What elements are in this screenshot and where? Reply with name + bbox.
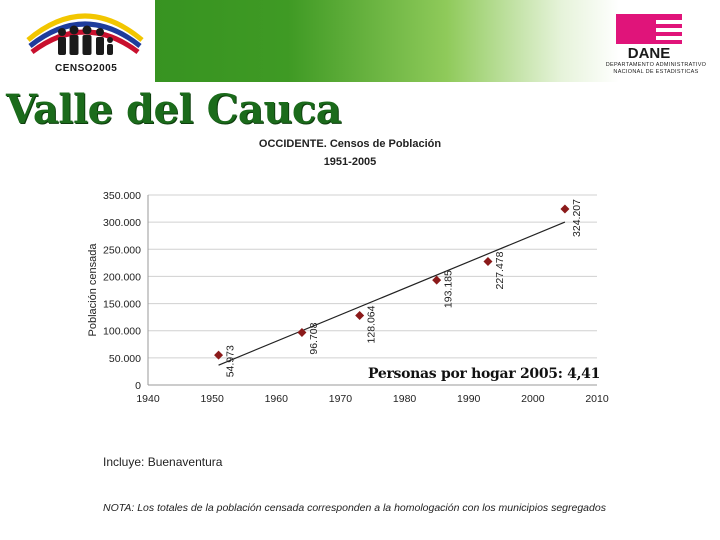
population-chart: 0 50.000 100.000 150.000 200.000 250.000 300.0… [87,190,609,405]
x-tick-label: 1940 [136,393,160,405]
data-point-marker [355,310,365,320]
y-axis-label: Población censada [87,243,99,337]
y-tick-label: 350.000 [103,190,141,202]
dane-logo-text: DANE [628,45,671,60]
region-title: Valle del Cauca [6,86,342,133]
trendline [218,221,566,366]
data-point-label: 193.185 [443,270,455,308]
dane-caption: DEPARTAMENTO ADMINISTRATIVO NACIONAL DE … [600,62,712,76]
x-tick-label: 1970 [329,393,353,405]
chart-title-line1: OCCIDENTE. Censos de Población [258,138,442,150]
x-tick-label: 1950 [200,393,224,405]
chart-points: 54.973 96.708 128.064 193.185 227.478 324.207 [214,199,583,377]
data-point-marker [560,204,570,214]
dane-caption-line2: NACIONAL DE ESTADISTICAS [613,69,699,75]
data-point-label: 128.064 [366,305,378,343]
y-tick-label: 100.000 [103,326,141,338]
y-tick-label: 250.000 [103,244,141,256]
data-point-label: 227.478 [494,251,506,289]
censo-people-icon [26,13,144,55]
data-point-label: 54.973 [225,345,237,377]
footnote: NOTA: Los totales de la población censad… [103,502,606,514]
includes-note: Incluye: Buenaventura [103,455,223,469]
x-tick-label: 1960 [265,393,289,405]
data-point-marker [214,350,224,360]
data-point-marker [297,328,307,338]
y-tick-label: 50.000 [109,353,141,365]
household-annotation: Personas por hogar 2005: 4,41 [368,366,601,382]
chart-grid [148,194,597,359]
chart-title: OCCIDENTE. Censos de Población 1951-2005 [230,135,470,171]
censo-logo-text: CENSO2005 [55,63,118,74]
x-tick-label: 1990 [457,393,481,405]
x-tick-label: 1980 [393,393,417,405]
data-point-marker [483,257,493,267]
chart-title-line2: 1951-2005 [323,156,377,168]
y-tick-label: 150.000 [103,299,141,311]
x-tick-label: 2010 [585,393,609,405]
y-tick-label: 200.000 [103,271,141,283]
chart-trendline-group [218,221,566,366]
dane-caption-line1: DEPARTAMENTO ADMINISTRATIVO [605,62,707,68]
y-tick-label: 300.000 [103,217,141,229]
data-point-label: 324.207 [571,199,583,237]
data-point-label: 96.708 [308,322,320,354]
y-tick-label: 0 [135,380,141,392]
censo-logo [0,0,155,82]
dane-logo-icon: DANE [616,14,682,60]
chart-axes: 0 50.000 100.000 150.000 200.000 250.000 300.0… [103,190,609,405]
x-tick-label: 2000 [521,393,545,405]
data-point-marker [432,275,442,285]
